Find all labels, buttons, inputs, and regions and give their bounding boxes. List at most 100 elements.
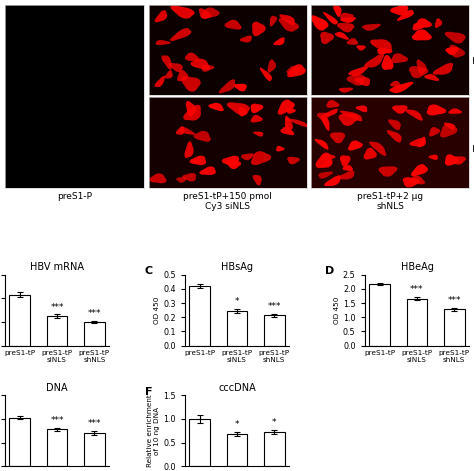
Polygon shape [285,116,293,130]
Polygon shape [260,67,272,81]
Polygon shape [320,159,332,167]
Polygon shape [342,165,353,171]
Polygon shape [183,105,201,121]
Polygon shape [273,37,285,45]
Polygon shape [251,104,264,113]
Polygon shape [427,105,446,115]
Polygon shape [326,100,339,108]
Polygon shape [390,5,408,16]
Bar [227,434,247,466]
Polygon shape [270,16,277,26]
Polygon shape [252,22,266,36]
Polygon shape [234,84,247,91]
Polygon shape [286,66,300,74]
Polygon shape [169,63,183,72]
Bar [407,299,427,346]
Polygon shape [362,24,381,31]
Y-axis label: OD 450: OD 450 [334,296,340,324]
Bar [84,433,105,466]
Polygon shape [241,154,254,160]
Bar [47,430,67,466]
Polygon shape [364,148,377,160]
Polygon shape [318,171,333,179]
Polygon shape [382,55,393,70]
Polygon shape [411,164,428,176]
Polygon shape [176,177,187,183]
Text: C: C [145,266,153,276]
Polygon shape [201,8,219,19]
Polygon shape [278,100,295,115]
Polygon shape [377,48,392,54]
Polygon shape [337,171,355,179]
Polygon shape [415,18,432,28]
Polygon shape [379,166,398,177]
Polygon shape [287,157,300,164]
Polygon shape [267,59,276,73]
Polygon shape [287,64,306,77]
Polygon shape [202,65,214,72]
Polygon shape [239,107,247,116]
Text: ***: *** [88,420,101,429]
Polygon shape [433,63,453,75]
Bar [264,315,284,346]
Polygon shape [190,155,206,165]
Polygon shape [355,77,370,86]
Polygon shape [364,54,384,67]
Bar [444,309,465,346]
Polygon shape [200,166,216,175]
Polygon shape [391,53,408,63]
Polygon shape [412,29,432,41]
Polygon shape [369,141,386,156]
Polygon shape [155,10,167,23]
Text: *: * [235,297,239,306]
Polygon shape [176,126,184,135]
Text: F: F [145,387,153,397]
Text: ***: *** [50,416,64,425]
Polygon shape [340,111,362,121]
Polygon shape [321,116,329,131]
Bar [84,322,105,346]
Polygon shape [389,82,413,93]
Polygon shape [338,114,358,126]
Polygon shape [225,20,242,30]
Text: ***: *** [447,296,461,305]
Text: preS1-P: preS1-P [57,192,92,201]
Polygon shape [227,160,241,169]
Polygon shape [409,176,425,184]
Title: DNA: DNA [46,383,68,393]
Polygon shape [392,105,408,114]
Polygon shape [316,153,333,168]
Polygon shape [171,5,194,19]
Polygon shape [346,38,358,45]
Polygon shape [418,137,426,147]
Title: HBeAg: HBeAg [401,262,433,273]
Text: ***: *** [88,309,101,318]
Polygon shape [348,66,368,76]
Polygon shape [184,141,194,158]
Polygon shape [412,23,424,31]
Polygon shape [410,138,424,147]
Polygon shape [445,32,466,43]
Bar [369,284,390,346]
Title: HBsAg: HBsAg [221,262,253,273]
Polygon shape [162,56,172,70]
Polygon shape [227,102,250,115]
Polygon shape [279,15,295,25]
Text: *: * [272,419,276,428]
Polygon shape [370,39,392,54]
Polygon shape [320,32,334,44]
Bar [190,286,210,346]
Polygon shape [335,32,349,40]
Polygon shape [219,79,235,93]
Polygon shape [403,177,420,187]
Polygon shape [348,140,363,151]
Polygon shape [449,45,465,58]
Polygon shape [222,156,239,166]
Polygon shape [186,101,196,117]
Polygon shape [448,108,462,114]
Polygon shape [155,76,165,87]
Bar [227,311,247,346]
Polygon shape [346,75,365,86]
Polygon shape [177,70,188,81]
Polygon shape [276,146,284,152]
